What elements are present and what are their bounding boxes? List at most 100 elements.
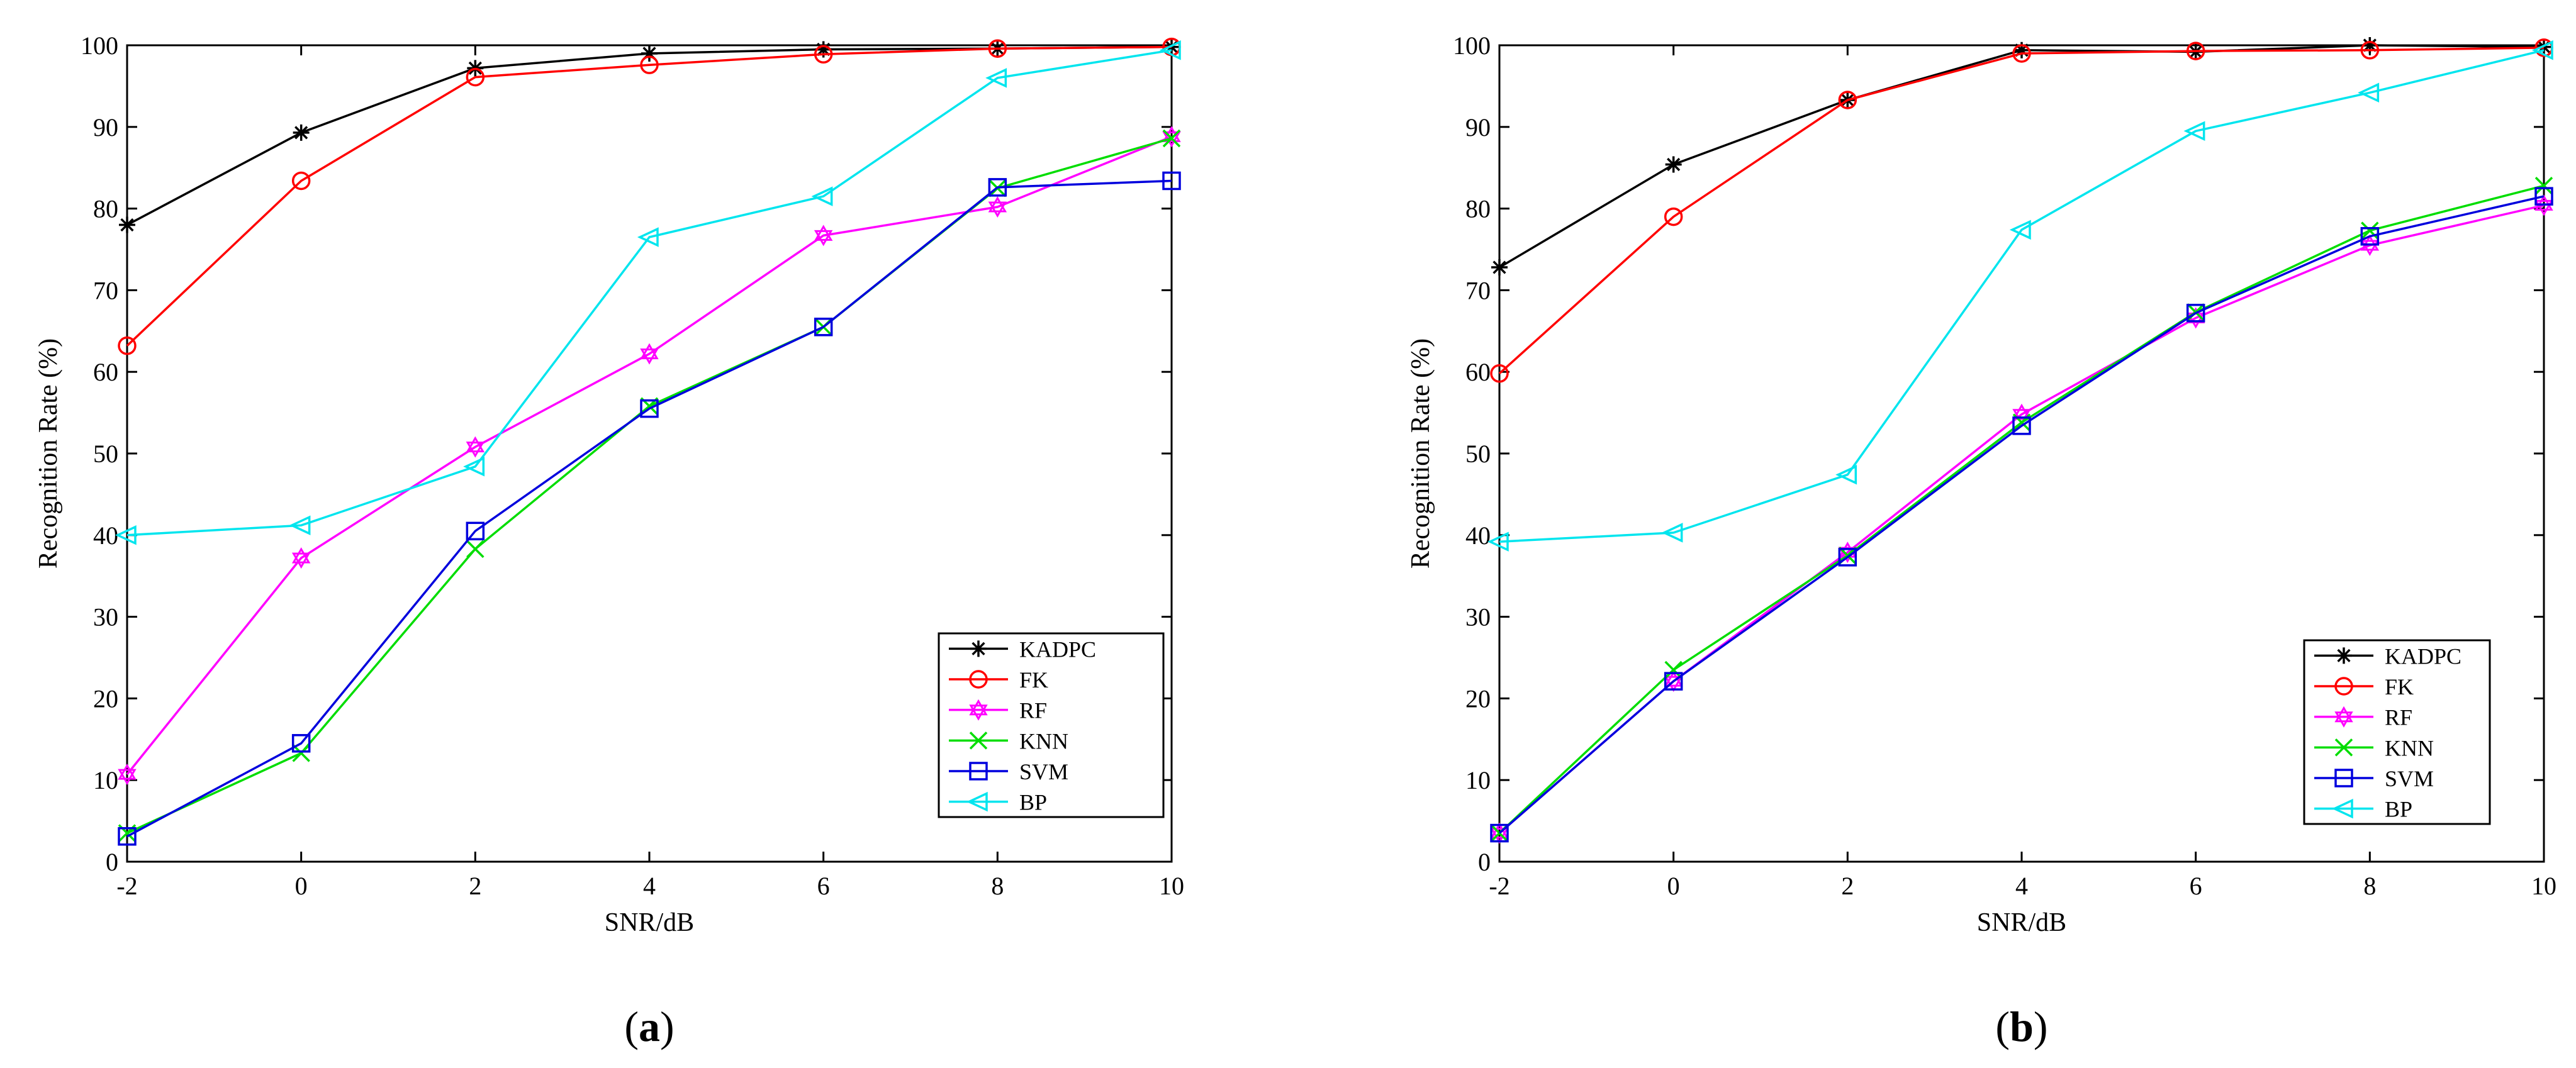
data-point-fk [988, 39, 1007, 58]
data-point-fk [1664, 207, 1683, 226]
legend-marker-svm [969, 762, 988, 781]
data-point-svm [988, 178, 1007, 197]
x-axis-label: SNR/dB [1977, 908, 2066, 937]
x-tick-label: 0 [295, 872, 308, 900]
legend-label-kadpc: KADPC [2385, 643, 2461, 669]
series-line-bp [126, 49, 1172, 537]
data-point-knn [466, 540, 484, 559]
x-tick-label: 8 [2363, 872, 2376, 900]
legend-label-svm: SVM [2385, 766, 2434, 791]
data-point-knn [1664, 660, 1683, 679]
legend-label-fk: FK [2385, 674, 2414, 699]
data-point-knn [292, 744, 310, 762]
x-tick-label: 4 [643, 872, 656, 900]
legend-label-bp: BP [1019, 790, 1047, 815]
legend-marker-rf [969, 699, 988, 721]
data-point-svm [2186, 303, 2205, 323]
data-point-rf [291, 547, 311, 569]
data-point-bp [1159, 40, 1181, 60]
data-point-bp [637, 227, 659, 247]
y-tick-label: 70 [1465, 276, 1491, 304]
legend-label-knn: KNN [1019, 728, 1068, 754]
x-tick-label: 10 [2531, 872, 2556, 900]
x-tick-label: 8 [991, 872, 1004, 900]
legend-marker-knn [2334, 738, 2353, 757]
y-tick-label: 20 [93, 684, 118, 713]
legend-marker-bp [966, 791, 988, 812]
y-tick-label: 30 [1465, 603, 1491, 631]
y-tick-label: 0 [106, 848, 118, 876]
data-point-bp [811, 186, 833, 206]
legend-marker-svm [2334, 769, 2353, 787]
legend-marker-fk [969, 670, 988, 689]
data-point-rf [2360, 235, 2380, 256]
data-point-knn [2534, 177, 2553, 195]
data-point-bp [2531, 40, 2553, 60]
legend-marker-fk [2334, 677, 2353, 696]
data-point-rf [814, 225, 833, 247]
data-point-bp [2183, 121, 2205, 142]
legend-label-svm: SVM [1019, 759, 1068, 784]
data-point-fk [2360, 41, 2380, 60]
data-point-kadpc [1665, 156, 1682, 173]
legend-marker-rf [2334, 706, 2353, 728]
data-point-svm [466, 521, 485, 541]
y-axis-label: Recognition Rate (%) [1406, 338, 1435, 569]
legend-label-fk: FK [1019, 667, 1048, 693]
data-point-kadpc [119, 216, 135, 233]
series-bp [1487, 40, 2553, 552]
series-svm [1490, 187, 2553, 843]
x-tick-label: 6 [817, 872, 830, 900]
x-tick-label: 6 [2190, 872, 2202, 900]
y-tick-label: 30 [93, 603, 118, 631]
y-tick-label: 40 [1465, 521, 1491, 550]
legend-label-kadpc: KADPC [1019, 637, 1096, 662]
data-point-bp [289, 515, 311, 535]
data-point-rf [466, 436, 485, 458]
x-tick-label: -2 [116, 872, 137, 900]
y-tick-label: 70 [93, 276, 118, 304]
panel-label: (a) [624, 1003, 674, 1050]
data-point-bp [2358, 82, 2380, 103]
legend-label-rf: RF [1019, 698, 1047, 723]
legend-marker-bp [2331, 798, 2353, 819]
data-point-kadpc [815, 41, 832, 58]
data-point-kadpc [641, 45, 658, 62]
legend-label-rf: RF [2385, 705, 2412, 730]
data-point-svm [118, 827, 137, 846]
legend: KADPC FK RF KNN SVM BP [2303, 639, 2491, 825]
data-point-fk [814, 45, 833, 64]
y-tick-label: 10 [93, 766, 118, 794]
data-point-svm [291, 734, 311, 753]
y-tick-label: 60 [1465, 358, 1491, 386]
y-tick-label: 40 [93, 521, 118, 550]
data-point-bp [115, 525, 137, 545]
series-svm [118, 171, 1181, 846]
legend-frame [938, 632, 1165, 818]
legend-marker-knn [969, 731, 988, 750]
x-tick-label: 0 [1667, 872, 1680, 900]
x-tick-label: 10 [1159, 872, 1184, 900]
data-point-fk [2186, 42, 2205, 60]
y-tick-label: 60 [93, 358, 118, 386]
data-point-fk [1838, 91, 1857, 109]
legend-marker-kadpc [2336, 647, 2352, 664]
chart-b: -2 0 2 4 6 8 100102030405060708090100SNR/dBRec… [1406, 31, 2556, 1050]
data-point-svm [1664, 672, 1683, 691]
legend-frame [2303, 639, 2491, 825]
data-point-fk [2012, 44, 2031, 63]
y-tick-label: 10 [1465, 766, 1491, 794]
chart-a: -2 0 2 4 6 8 100102030405060708090100SNR/dBRec… [34, 31, 1184, 1050]
x-tick-label: -2 [1489, 872, 1509, 900]
y-tick-label: 50 [93, 440, 118, 468]
data-point-svm [640, 399, 659, 418]
y-tick-label: 80 [1465, 195, 1491, 223]
data-point-kadpc [293, 124, 310, 141]
series-line-svm [1498, 195, 2545, 834]
data-point-rf [640, 343, 659, 365]
legend-label-knn: KNN [2385, 735, 2434, 760]
legend: KADPC FK RF KNN SVM BP [938, 632, 1165, 818]
x-axis-label: SNR/dB [605, 908, 694, 937]
data-point-svm [1490, 823, 1509, 843]
